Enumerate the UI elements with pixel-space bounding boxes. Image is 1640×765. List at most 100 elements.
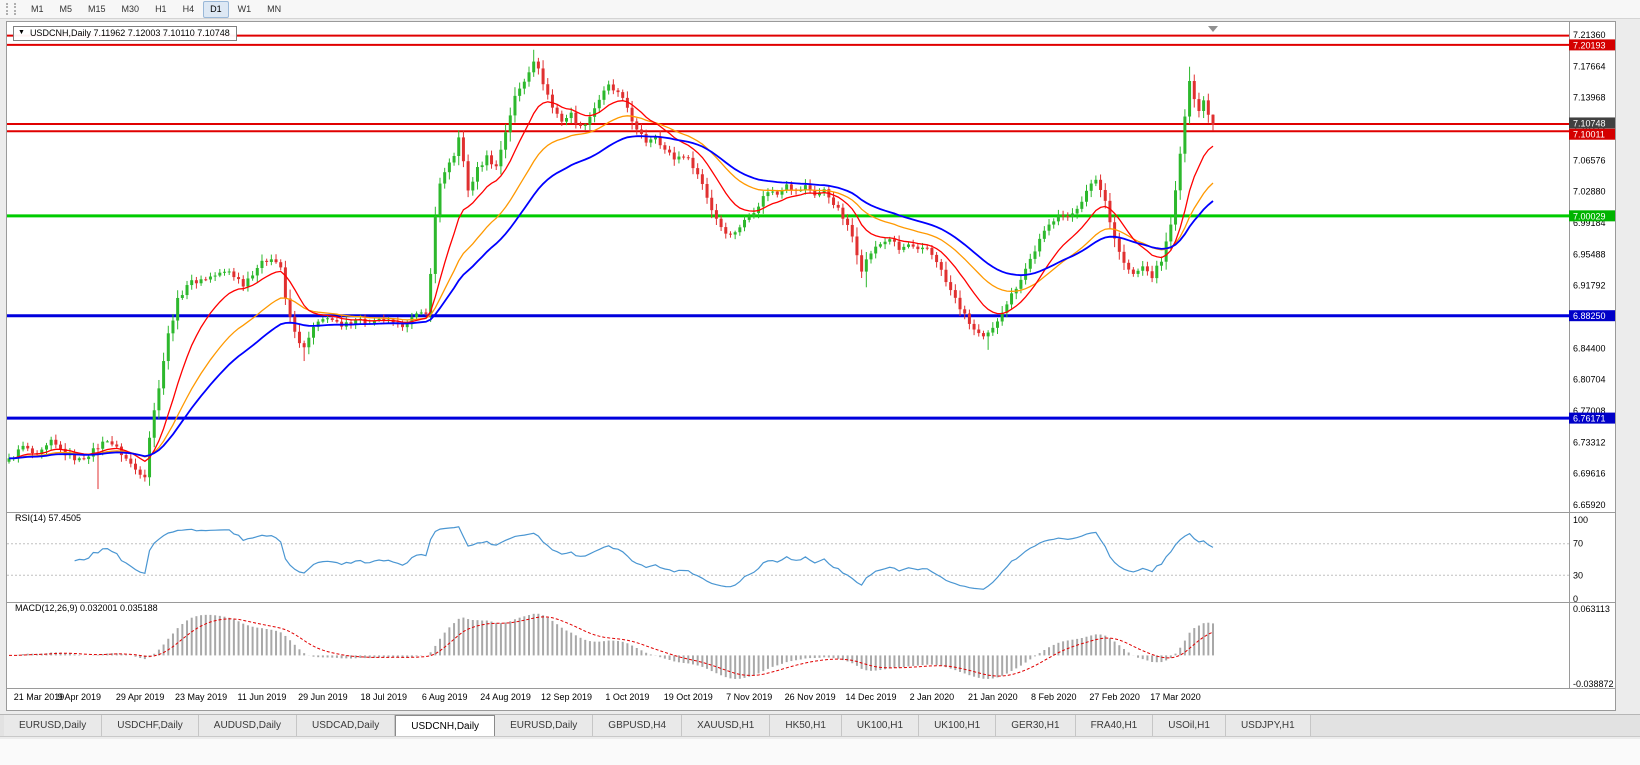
price-axis-label: 6.84400 (1573, 343, 1606, 353)
time-axis-label: 29 Jun 2019 (298, 692, 348, 702)
time-axis-label: 2 Jan 2020 (910, 692, 955, 702)
time-axis-label: 29 Apr 2019 (116, 692, 165, 702)
chart-tab-xauusd-h1[interactable]: XAUUSD,H1 (682, 715, 771, 736)
time-axis-label: 14 Dec 2019 (845, 692, 896, 702)
time-axis-label: 19 Oct 2019 (664, 692, 713, 702)
price-axis-label: 7.02880 (1573, 187, 1606, 197)
svg-text:6.76171: 6.76171 (1573, 414, 1606, 424)
price-axis-label: 7.17664 (1573, 61, 1606, 71)
chart-tab-eurusd-daily[interactable]: EURUSD,Daily (4, 715, 103, 736)
macd-signal-line (9, 616, 1214, 677)
timeframe-button-d1[interactable]: D1 (203, 0, 229, 18)
chart-tab-usdchf-daily[interactable]: USDCHF,Daily (102, 715, 199, 736)
chart-tab-usdcnh-daily[interactable]: USDCNH,Daily (395, 715, 496, 736)
rsi-axis-label: 30 (1573, 570, 1583, 580)
time-axis-label: 23 May 2019 (175, 692, 227, 702)
chart-tab-fra40-h1[interactable]: FRA40,H1 (1075, 715, 1154, 736)
svg-text:7.00029: 7.00029 (1573, 211, 1606, 221)
time-axis-label: 26 Nov 2019 (785, 692, 836, 702)
main-chart-area[interactable] (7, 34, 1569, 490)
price-axis-label: 7.21360 (1573, 30, 1606, 40)
price-axis-label: 7.06576 (1573, 155, 1606, 165)
timeframe-toolbar: M1 M5 M15 M30 H1 H4 D1 W1 MN (0, 0, 1640, 19)
chart-svg[interactable]: 7.213607.176647.139687.102727.065767.028… (7, 22, 1615, 710)
chart-title: USDCNH,Daily 7.11962 7.12003 7.10110 7.1… (29, 28, 230, 38)
price-axis-label: 6.80704 (1573, 375, 1606, 385)
timeframe-button-m5[interactable]: M5 (59, 3, 73, 14)
time-axis-label: 8 Feb 2020 (1031, 692, 1077, 702)
candles-group (7, 49, 1215, 490)
timeframe-button-m15[interactable]: M15 (88, 3, 106, 14)
price-axis-label: 6.99184 (1573, 218, 1606, 228)
level-price-badge: 7.10011 (1569, 128, 1615, 140)
timeframe-button-h4[interactable]: H4 (182, 3, 195, 14)
time-axis-label: 24 Aug 2019 (480, 692, 531, 702)
chart-tab-eurusd-daily[interactable]: EURUSD,Daily (495, 715, 594, 736)
ma-line-fast-red (9, 100, 1214, 463)
rsi-panel[interactable] (7, 526, 1569, 590)
level-price-badge: 7.20193 (1569, 39, 1615, 51)
time-axis-label: 9 Apr 2019 (57, 692, 101, 702)
macd-histogram (12, 613, 1214, 679)
price-axis-label: 6.73312 (1573, 437, 1606, 447)
chart-title-box[interactable]: ▼ USDCNH,Daily 7.11962 7.12003 7.10110 7… (13, 26, 237, 41)
ma-line-slow-blue (9, 135, 1214, 460)
chart-tab-uk100-h1[interactable]: UK100,H1 (841, 715, 920, 736)
macd-panel[interactable] (9, 613, 1214, 679)
time-axis-label: 11 Jun 2019 (238, 692, 287, 702)
rsi-axis-label: 70 (1573, 539, 1583, 549)
macd-label: MACD(12,26,9) 0.032001 0.035188 (15, 603, 158, 613)
time-axis-label: 18 Jul 2019 (361, 692, 408, 702)
rsi-label: RSI(14) 57.4505 (15, 513, 82, 523)
svg-text:7.10011: 7.10011 (1573, 130, 1605, 140)
price-axis-label: 6.77008 (1573, 406, 1606, 416)
chart-tab-audusd-daily[interactable]: AUDUSD,Daily (198, 715, 298, 736)
timeframe-button-m30[interactable]: M30 (121, 3, 140, 14)
svg-text:7.10748: 7.10748 (1573, 118, 1606, 128)
current-price-badge: 7.10748 (1569, 117, 1615, 129)
toolbar-handle-icon[interactable] (6, 3, 16, 15)
price-axis-label: 6.95488 (1573, 249, 1606, 259)
timeframe-toolbar-buttons: M1 M5 M15 M30 H1 H4 D1 W1 MN (24, 0, 290, 18)
chart-tab-uk100-h1[interactable]: UK100,H1 (919, 715, 997, 736)
chart-dropdown-icon[interactable]: ▼ (18, 29, 25, 36)
chart-window: 7.213607.176647.139687.102727.065767.028… (6, 21, 1616, 711)
ma-line-mid-orange (9, 115, 1214, 459)
time-axis-label: 21 Mar 2019 (14, 692, 65, 702)
timeframe-button-w1[interactable]: W1 (237, 3, 252, 14)
level-price-badge: 6.76171 (1569, 412, 1615, 424)
level-price-badge: 6.88250 (1569, 310, 1615, 322)
chart-tab-usdcad-daily[interactable]: USDCAD,Daily (297, 715, 396, 736)
time-axis-label: 27 Feb 2020 (1089, 692, 1140, 702)
rsi-axis-label: 100 (1573, 515, 1588, 525)
macd-axis-label: 0.063113 (1573, 604, 1610, 614)
macd-axis-label: -0.038872 (1573, 679, 1614, 689)
chart-shift-marker-icon[interactable] (1208, 26, 1218, 32)
time-axis-label: 7 Nov 2019 (726, 692, 772, 702)
rsi-line (74, 526, 1214, 590)
level-price-badge: 7.00029 (1569, 210, 1615, 222)
time-axis-label: 17 Mar 2020 (1150, 692, 1201, 702)
chart-tab-usdjpy-h1[interactable]: USDJPY,H1 (1225, 715, 1311, 736)
chart-tab-ger30-h1[interactable]: GER30,H1 (996, 715, 1076, 736)
time-axis-label: 6 Aug 2019 (422, 692, 468, 702)
status-area (0, 739, 1640, 765)
timeframe-button-h1[interactable]: H1 (155, 3, 167, 14)
chart-tab-usoil-h1[interactable]: USOil,H1 (1153, 715, 1226, 736)
time-axis-label: 21 Jan 2020 (968, 692, 1018, 702)
chart-tabs: EURUSD,Daily USDCHF,Daily AUDUSD,Daily USDC… (0, 714, 1640, 737)
price-axis-label: 7.13968 (1573, 93, 1606, 103)
svg-text:7.20193: 7.20193 (1573, 40, 1606, 50)
time-axis-label: 1 Oct 2019 (605, 692, 649, 702)
time-axis-label: 12 Sep 2019 (541, 692, 592, 702)
chart-tab-gbpusd-h4[interactable]: GBPUSD,H4 (593, 715, 683, 736)
price-axis-label: 6.91792 (1573, 281, 1606, 291)
svg-text:6.88250: 6.88250 (1573, 311, 1606, 321)
chart-tab-hk50-h1[interactable]: HK50,H1 (770, 715, 842, 736)
timeframe-button-mn[interactable]: MN (267, 3, 282, 14)
price-axis-label: 6.69616 (1573, 469, 1606, 479)
timeframe-button-m1[interactable]: M1 (31, 3, 44, 14)
price-axis-label: 6.65920 (1573, 500, 1606, 510)
